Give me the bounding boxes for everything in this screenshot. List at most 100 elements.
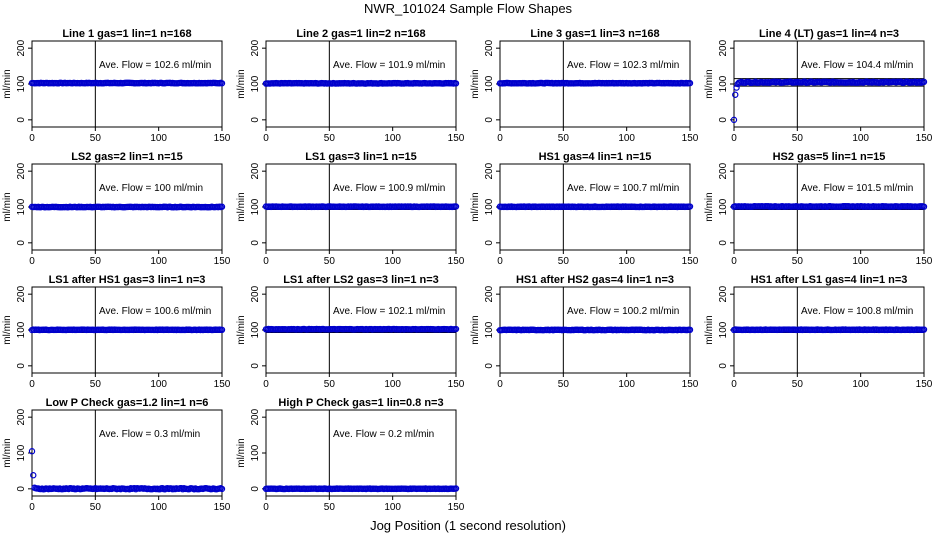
panel-1-average-flow: Ave. Flow = 102.6 ml/min <box>99 60 211 71</box>
panel-10-title: LS1 after LS2 gas=3 lin=1 n=3 <box>283 274 439 286</box>
panel-12-title: HS1 after LS1 gas=4 lin=1 n=3 <box>751 274 908 286</box>
panel-1-y-tick-label: 100 <box>16 75 27 92</box>
panel-5-x-tick-label: 150 <box>214 256 231 267</box>
panel-4-data-point <box>732 91 739 98</box>
panel-4-title: Line 4 (LT) gas=1 lin=4 n=3 <box>759 28 899 40</box>
panel-9-x-tick-label: 50 <box>90 379 102 390</box>
panel-1-y-tick-label: 0 <box>16 117 27 123</box>
panel-14-y-tick-label: 100 <box>250 444 261 461</box>
panel-13-plot-frame <box>31 409 223 497</box>
panel-4-average-flow: Ave. Flow = 104.4 ml/min <box>801 60 913 71</box>
panel-11-title: HS1 after HS2 gas=4 lin=1 n=3 <box>516 274 674 286</box>
panel-5-average-flow: Ave. Flow = 100 ml/min <box>99 183 203 194</box>
panel-10-average-flow: Ave. Flow = 102.1 ml/min <box>333 306 445 317</box>
panel-4-x-tick-label: 0 <box>731 133 737 144</box>
panel-8-y-tick-label: 200 <box>718 162 729 179</box>
panel-11-x-tick-label: 100 <box>618 379 635 390</box>
panel-10-y-axis-label: ml/min <box>236 315 247 344</box>
panel-12-x-tick-label: 0 <box>731 379 737 390</box>
panel-8-average-flow: Ave. Flow = 101.5 ml/min <box>801 183 913 194</box>
panel-5-y-tick-label: 100 <box>16 198 27 215</box>
panel-6-x-tick-label: 50 <box>324 256 336 267</box>
panel-13-y-tick-label: 100 <box>16 444 27 461</box>
panel-11-data-point <box>686 326 694 334</box>
panel-13-x-tick-label: 0 <box>29 502 35 513</box>
panel-8-x-tick-label: 100 <box>852 256 869 267</box>
panel-9-x-tick-label: 100 <box>150 379 167 390</box>
panel-13-x-tick-label: 50 <box>90 502 102 513</box>
panel-7-x-tick-label: 100 <box>618 256 635 267</box>
panel-11-y-tick-label: 0 <box>484 363 495 369</box>
panel-3-average-flow: Ave. Flow = 102.3 ml/min <box>567 60 679 71</box>
panel-13-data-point <box>30 472 37 479</box>
panel-1-x-tick-label: 150 <box>214 133 231 144</box>
panel-14-y-tick-label: 0 <box>250 486 261 492</box>
panel-9-data-point <box>218 326 226 334</box>
panel-10-y-tick-label: 100 <box>250 321 261 338</box>
panel-9-title: LS1 after HS1 gas=3 lin=1 n=3 <box>49 274 206 286</box>
panel-11-y-tick-label: 100 <box>484 321 495 338</box>
panel-10-x-tick-label: 50 <box>324 379 336 390</box>
panel-5-title: LS2 gas=2 lin=1 n=15 <box>71 151 183 163</box>
panel-2-y-tick-label: 100 <box>250 75 261 92</box>
panel-3-x-tick-label: 100 <box>618 133 635 144</box>
panel-9-y-tick-label: 100 <box>16 321 27 338</box>
panel-4-x-tick-label: 150 <box>916 133 933 144</box>
panel-2-data-point <box>452 80 460 87</box>
panel-10-x-tick-label: 150 <box>448 379 465 390</box>
panel-5-y-tick-label: 200 <box>16 162 27 179</box>
panel-14-y-axis-label: ml/min <box>236 438 247 467</box>
panel-7-y-axis-label: ml/min <box>470 192 481 221</box>
panel-14-x-tick-label: 50 <box>324 502 336 513</box>
panel-14-data-point <box>452 485 460 492</box>
panel-2-y-axis-label: ml/min <box>236 69 247 98</box>
panel-8-x-tick-label: 50 <box>792 256 804 267</box>
panel-3-x-tick-label: 50 <box>558 133 570 144</box>
panel-5-x-tick-label: 100 <box>150 256 167 267</box>
panel-4-data-point <box>730 116 738 124</box>
panel-1-title: Line 1 gas=1 lin=1 n=168 <box>62 28 191 40</box>
panel-13-data-point <box>28 448 36 455</box>
panel-9-y-tick-label: 200 <box>16 285 27 302</box>
panel-3-data-point <box>686 79 694 87</box>
panel-2-average-flow: Ave. Flow = 101.9 ml/min <box>333 60 445 71</box>
panel-4-data-point <box>733 84 740 91</box>
panel-1-y-axis-label: ml/min <box>2 69 13 98</box>
panel-4-y-tick-label: 0 <box>718 117 729 123</box>
panel-6-average-flow: Ave. Flow = 100.9 ml/min <box>333 183 445 194</box>
panel-4-y-tick-label: 100 <box>718 75 729 92</box>
panel-11-y-tick-label: 200 <box>484 285 495 302</box>
panel-7-x-tick-label: 50 <box>558 256 570 267</box>
panel-7-data-point <box>686 203 694 210</box>
panel-14-x-tick-label: 0 <box>263 502 269 513</box>
panel-5-x-tick-label: 0 <box>29 256 35 267</box>
panel-3-y-tick-label: 100 <box>484 75 495 92</box>
panel-6-y-axis-label: ml/min <box>236 192 247 221</box>
panel-13-x-tick-label: 150 <box>214 502 231 513</box>
panel-2-y-tick-label: 0 <box>250 117 261 123</box>
panel-6-x-tick-label: 0 <box>263 256 269 267</box>
panel-10-y-tick-label: 0 <box>250 363 261 369</box>
panel-7-y-tick-label: 200 <box>484 162 495 179</box>
panel-5-data-point <box>218 203 226 210</box>
panel-14-average-flow: Ave. Flow = 0.2 ml/min <box>333 429 434 440</box>
panel-9-x-tick-label: 0 <box>29 379 35 390</box>
panel-1-y-tick-label: 200 <box>16 39 27 56</box>
panel-10-x-tick-label: 100 <box>384 379 401 390</box>
panel-8-data-point <box>920 203 928 210</box>
panel-8-y-tick-label: 0 <box>718 240 729 246</box>
panel-11-x-tick-label: 150 <box>682 379 699 390</box>
panel-8-title: HS2 gas=5 lin=1 n=15 <box>773 151 886 163</box>
panel-1-data-point <box>218 80 226 87</box>
panel-12-x-tick-label: 50 <box>792 379 804 390</box>
panel-13-x-tick-label: 100 <box>150 502 167 513</box>
panel-11-x-tick-label: 50 <box>558 379 570 390</box>
panel-5-y-axis-label: ml/min <box>2 192 13 221</box>
panel-14-plot-frame <box>265 409 457 497</box>
panel-8-y-axis-label: ml/min <box>704 192 715 221</box>
panel-11-y-axis-label: ml/min <box>470 315 481 344</box>
panel-5-y-tick-label: 0 <box>16 240 27 246</box>
panel-6-x-tick-label: 100 <box>384 256 401 267</box>
panel-7-x-tick-label: 0 <box>497 256 503 267</box>
